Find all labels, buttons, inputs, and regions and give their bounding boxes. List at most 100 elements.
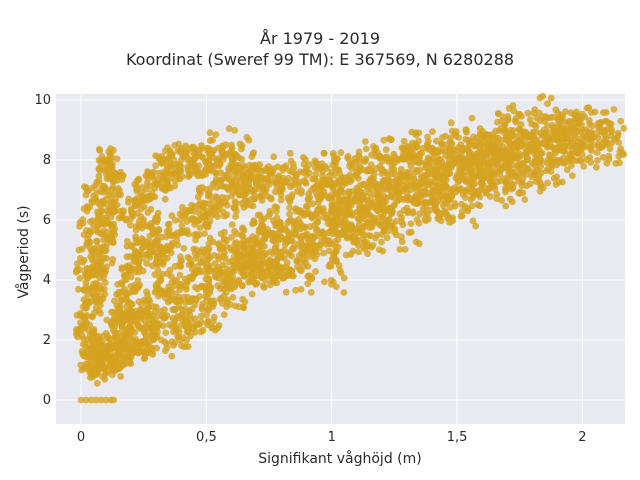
scatter-point [458,147,466,154]
scatter-point [220,311,228,318]
scatter-point [526,144,534,152]
scatter-point [176,262,184,270]
scatter-point [124,198,132,206]
scatter-point [476,158,484,165]
scatter-point [352,158,359,166]
scatter-point [134,277,142,284]
scatter-point [574,147,581,155]
scatter-point [544,122,551,129]
scatter-point [553,173,561,181]
scatter-point [341,214,349,222]
scatter-point [143,297,151,304]
scatter-point [223,201,231,209]
scatter-point [461,156,469,164]
scatter-point [333,155,341,163]
scatter-point [307,289,315,296]
scatter-point [480,167,488,175]
scatter-point [296,168,304,176]
scatter-point [91,344,98,352]
scatter-point [300,177,308,185]
scatter-point [504,174,511,182]
scatter-point [306,223,314,231]
scatter-point [119,172,127,180]
scatter-point [259,221,266,229]
scatter-point [334,236,342,243]
scatter-point [245,136,253,144]
scatter-point [282,227,290,234]
scatter-point [580,163,588,170]
scatter-point [152,162,160,170]
scatter-point [337,269,345,277]
scatter-point [591,133,599,140]
scatter-point [93,189,101,197]
scatter-point [79,258,86,266]
scatter-point [267,194,274,202]
scatter-point [151,331,159,338]
scatter-point [125,359,133,367]
scatter-point [421,216,429,223]
scatter-point [476,202,484,210]
scatter-point [76,274,84,282]
scatter-point [603,118,611,125]
scatter-point [82,184,90,191]
scatter-point [340,274,348,282]
x-tick-label: 1,5 [447,430,468,445]
scatter-point [199,300,207,308]
scatter-point [218,198,226,206]
scatter-point [220,292,228,300]
scatter-point [424,133,431,141]
scatter-point [232,239,240,247]
y-tick-label: 4 [43,273,51,288]
scatter-point [321,214,329,222]
scatter-point [178,173,186,180]
scatter-point [275,173,283,181]
scatter-point [74,285,82,293]
scatter-point [476,125,484,132]
scatter-point [344,154,352,162]
scatter-point [82,191,90,199]
scatter-point [497,147,505,155]
scatter-point [94,295,102,302]
scatter-point [414,178,422,186]
scatter-point [564,134,572,142]
scatter-point [344,174,352,181]
scatter-point [449,217,456,225]
scatter-point [367,161,375,169]
scatter-point [133,238,141,246]
scatter-point [614,132,622,139]
scatter-point [221,236,229,244]
scatter-point [229,166,237,174]
scatter-point [415,240,423,248]
scatter-point [448,192,456,199]
scatter-point [413,143,421,150]
scatter-point [601,128,609,136]
scatter-point [97,396,105,404]
scatter-point [230,267,238,275]
scatter-point [559,124,567,132]
scatter-point [100,274,107,282]
scatter-point [524,109,532,117]
scatter-point [364,218,372,226]
scatter-point [260,249,268,257]
scatter-point [134,311,142,319]
scatter-point [108,308,116,316]
scatter-point [526,180,534,188]
scatter-point [432,202,439,210]
scatter-point [106,343,113,350]
scatter-point [320,188,328,195]
scatter-point [214,213,222,221]
scatter-point [107,163,115,171]
scatter-point [107,192,115,200]
scatter-point [423,172,431,180]
scatter-point [603,159,611,167]
scatter-point [435,183,442,191]
scatter-point [544,100,551,108]
scatter-point [461,187,469,195]
scatter-point [110,396,118,404]
scatter-point [228,221,236,229]
scatter-point [93,178,101,186]
scatter-point [223,194,231,202]
scatter-point [167,149,175,157]
scatter-point [240,253,248,261]
scatter-point [361,138,369,145]
